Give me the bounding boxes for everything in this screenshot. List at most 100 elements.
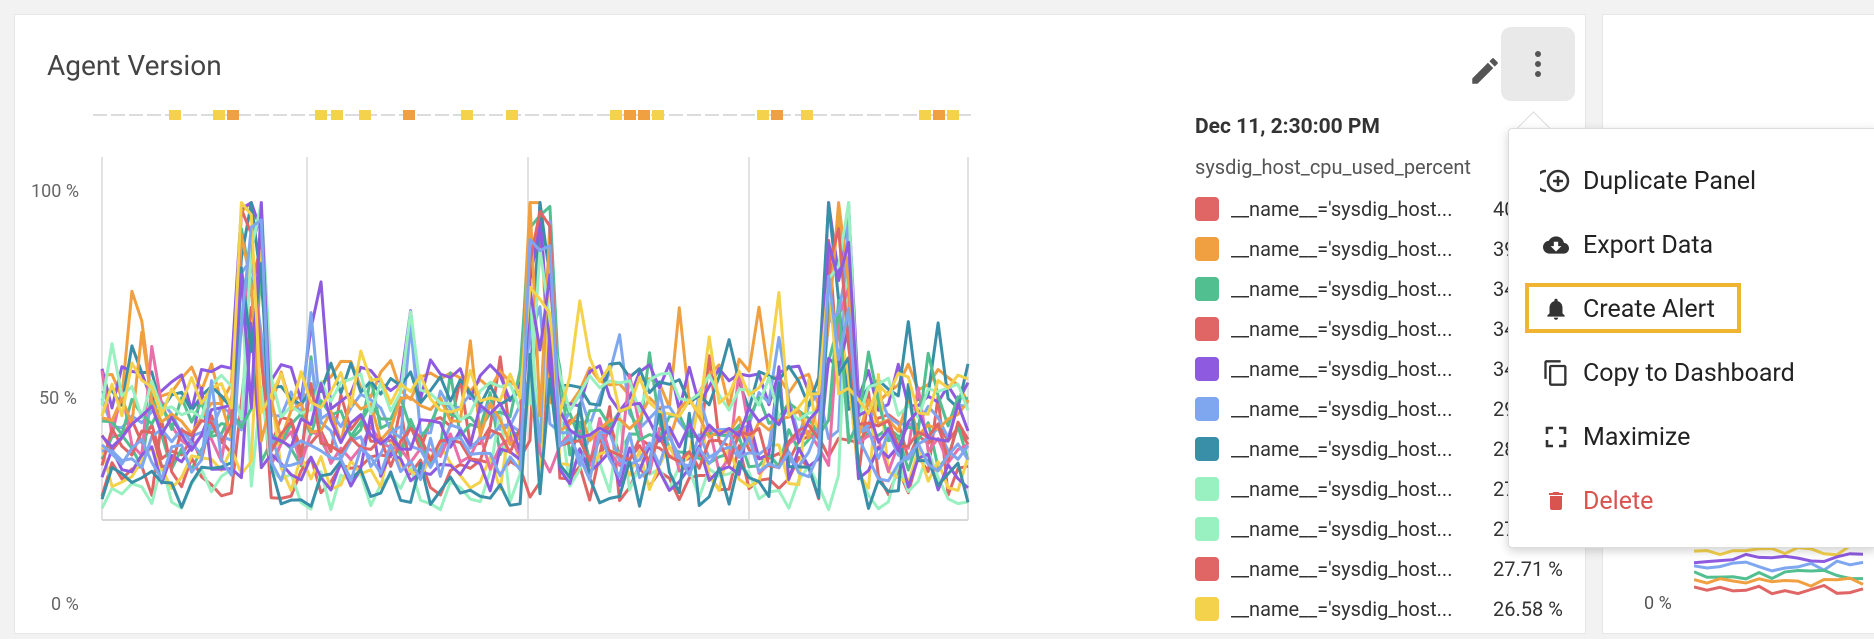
pencil-icon bbox=[1472, 58, 1498, 84]
adjacent-chart-svg bbox=[1694, 543, 1864, 596]
legend-row[interactable]: __name__='sysdig_host... 29 bbox=[1195, 389, 1595, 429]
legend-row[interactable]: __name__='sysdig_host... 27 bbox=[1195, 509, 1595, 549]
legend-swatch bbox=[1195, 237, 1219, 261]
event-marker[interactable] bbox=[638, 110, 650, 120]
legend-series-name: __name__='sysdig_host... bbox=[1231, 597, 1453, 621]
chart-svg bbox=[93, 110, 973, 521]
series-line[interactable] bbox=[100, 201, 969, 418]
ytick-label: 0 % bbox=[1644, 593, 1672, 614]
legend-row[interactable]: __name__='sysdig_host... 40 bbox=[1195, 189, 1595, 229]
legend-row[interactable]: __name__='sysdig_host... 27 bbox=[1195, 469, 1595, 509]
event-marker[interactable] bbox=[331, 110, 343, 120]
event-marker[interactable] bbox=[947, 110, 959, 120]
menu-item-label: Create Alert bbox=[1583, 294, 1715, 324]
menu-item-maximize[interactable]: Maximize bbox=[1539, 415, 1690, 459]
menu-item-label: Maximize bbox=[1583, 422, 1691, 452]
menu-item-label: Delete bbox=[1583, 486, 1654, 516]
vertical-dots-icon bbox=[1535, 51, 1541, 77]
event-marker[interactable] bbox=[771, 110, 783, 120]
adjacent-series-line bbox=[1694, 543, 1864, 557]
copy-icon bbox=[1539, 356, 1573, 390]
event-marker[interactable] bbox=[801, 110, 813, 120]
event-marker[interactable] bbox=[227, 110, 239, 120]
cloud-download-icon bbox=[1539, 228, 1573, 262]
legend-swatch bbox=[1195, 477, 1219, 501]
event-marker[interactable] bbox=[461, 110, 473, 120]
legend-swatch bbox=[1195, 597, 1219, 621]
legend-swatch bbox=[1195, 317, 1219, 341]
trash-icon bbox=[1539, 484, 1573, 518]
legend-series-name: __name__='sysdig_host... bbox=[1231, 437, 1453, 461]
legend-series-name: __name__='sysdig_host... bbox=[1231, 197, 1453, 221]
ytick-label: 100 % bbox=[31, 181, 79, 202]
dashboard-panel: Agent Version 100 % 50 % 0 % Dec 11, 2:3… bbox=[14, 14, 1586, 634]
legend-row[interactable]: __name__='sysdig_host... 27.71 % bbox=[1195, 549, 1595, 589]
series-line[interactable] bbox=[100, 218, 970, 483]
event-marker[interactable] bbox=[315, 110, 327, 120]
legend-series-name: __name__='sysdig_host... bbox=[1231, 317, 1453, 341]
more-options-button[interactable] bbox=[1501, 27, 1575, 101]
event-marker[interactable] bbox=[169, 110, 181, 120]
adjacent-series-line bbox=[1694, 559, 1864, 573]
legend-row[interactable]: __name__='sysdig_host... 34 bbox=[1195, 349, 1595, 389]
menu-item-delete[interactable]: Delete bbox=[1539, 479, 1653, 523]
highlight-box bbox=[1525, 283, 1741, 333]
legend-swatch bbox=[1195, 197, 1219, 221]
adjacent-series-line bbox=[1694, 576, 1864, 588]
legend-row[interactable]: __name__='sysdig_host... 34 bbox=[1195, 309, 1595, 349]
legend-series-value: 27.71 % bbox=[1493, 557, 1563, 581]
menu-item-copy-to-dashboard[interactable]: Copy to Dashboard bbox=[1539, 351, 1795, 395]
series-line[interactable] bbox=[101, 205, 969, 445]
legend-swatch bbox=[1195, 397, 1219, 421]
edit-panel-button[interactable] bbox=[1455, 41, 1515, 101]
legend-series-name: __name__='sysdig_host... bbox=[1231, 237, 1453, 261]
menu-item-duplicate-panel[interactable]: Duplicate Panel bbox=[1539, 159, 1756, 203]
legend-swatch bbox=[1195, 557, 1219, 581]
menu-item-label: Export Data bbox=[1583, 230, 1714, 260]
menu-item-label: Duplicate Panel bbox=[1583, 166, 1757, 196]
legend-row[interactable]: __name__='sysdig_host... 39 bbox=[1195, 229, 1595, 269]
event-marker[interactable] bbox=[506, 110, 518, 120]
legend-swatch bbox=[1195, 517, 1219, 541]
adjacent-series-line bbox=[1694, 552, 1864, 565]
adjacent-series-line bbox=[1694, 583, 1864, 596]
legend-series-name: __name__='sysdig_host... bbox=[1231, 357, 1453, 381]
legend-timestamp: Dec 11, 2:30:00 PM bbox=[1195, 115, 1380, 139]
event-marker[interactable] bbox=[919, 110, 931, 120]
menu-item-label: Copy to Dashboard bbox=[1583, 358, 1795, 388]
ytick-label: 50 % bbox=[39, 388, 77, 409]
event-marker[interactable] bbox=[359, 110, 371, 120]
legend-metric-name: sysdig_host_cpu_used_percent bbox=[1195, 155, 1471, 179]
legend-series-name: __name__='sysdig_host... bbox=[1231, 517, 1453, 541]
duplicate-icon bbox=[1539, 164, 1573, 198]
legend-series-name: __name__='sysdig_host... bbox=[1231, 397, 1453, 421]
menu-item-create-alert[interactable]: Create Alert bbox=[1539, 287, 1715, 331]
line-chart: 100 % 50 % 0 % bbox=[15, 15, 1175, 635]
maximize-icon bbox=[1539, 420, 1573, 454]
legend-row[interactable]: __name__='sysdig_host... 26.58 % bbox=[1195, 589, 1595, 629]
bell-icon bbox=[1539, 292, 1573, 326]
event-marker[interactable] bbox=[610, 110, 622, 120]
chart-legend: Dec 11, 2:30:00 PM sysdig_host_cpu_used_… bbox=[1195, 115, 1595, 629]
legend-swatch bbox=[1195, 357, 1219, 381]
event-marker[interactable] bbox=[757, 110, 769, 120]
legend-series-name: __name__='sysdig_host... bbox=[1231, 557, 1453, 581]
legend-series-name: __name__='sysdig_host... bbox=[1231, 277, 1453, 301]
legend-series-value: 26.58 % bbox=[1493, 597, 1563, 621]
panel-title: Agent Version bbox=[47, 49, 222, 82]
legend-rows: __name__='sysdig_host... 40 __name__='sysd… bbox=[1195, 189, 1595, 629]
event-marker[interactable] bbox=[652, 110, 664, 120]
legend-row[interactable]: __name__='sysdig_host... 28 bbox=[1195, 429, 1595, 469]
menu-item-export-data[interactable]: Export Data bbox=[1539, 223, 1713, 267]
event-marker[interactable] bbox=[933, 110, 945, 120]
ytick-label: 0 % bbox=[51, 594, 79, 615]
adjacent-series-line bbox=[1694, 568, 1864, 581]
legend-swatch bbox=[1195, 277, 1219, 301]
adjacent-chart-strip bbox=[1694, 540, 1874, 610]
event-marker[interactable] bbox=[403, 110, 415, 120]
legend-swatch bbox=[1195, 437, 1219, 461]
panel-options-menu: Duplicate Panel Export Data Create Alert… bbox=[1508, 128, 1874, 548]
legend-series-name: __name__='sysdig_host... bbox=[1231, 477, 1453, 501]
event-marker[interactable] bbox=[213, 110, 225, 120]
event-marker[interactable] bbox=[624, 110, 636, 120]
